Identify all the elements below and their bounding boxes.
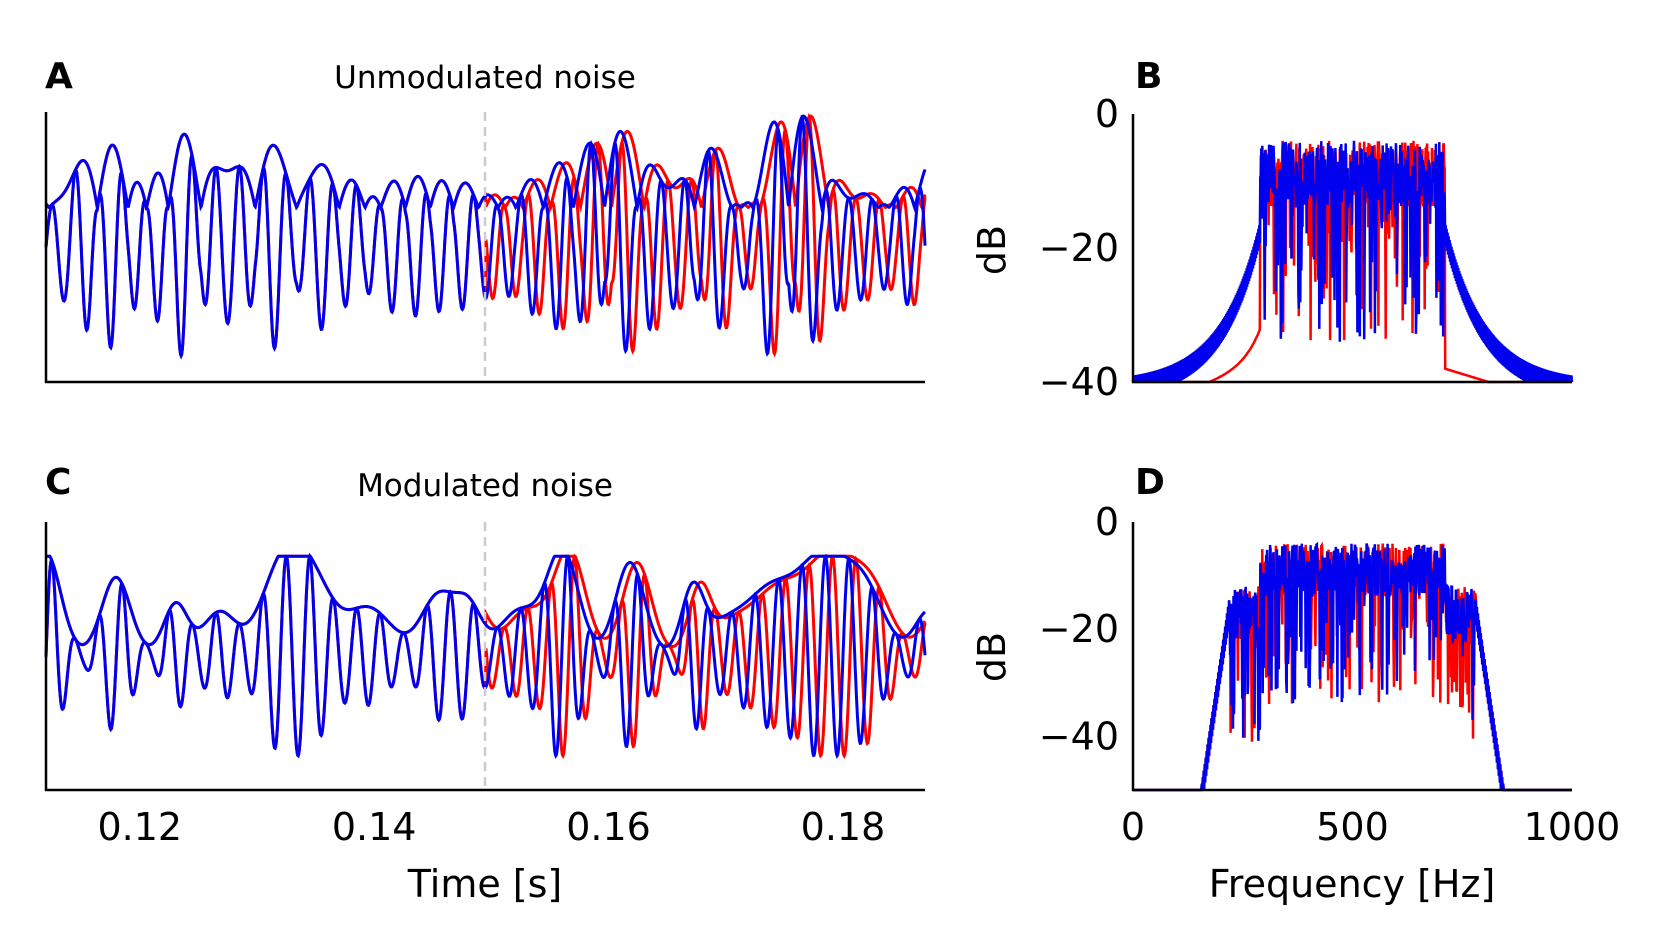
plot-area-b <box>1131 140 1574 384</box>
panel-letter-c: C <box>45 462 71 503</box>
x-tick-label: 1000 <box>1524 805 1621 849</box>
panel-title-a: Unmodulated noise <box>334 60 636 96</box>
y-tick-label: −40 <box>1039 360 1119 404</box>
x-axis-label-c: Time [s] <box>407 862 563 906</box>
x-axis-label-d: Frequency [Hz] <box>1209 862 1496 906</box>
panel-letter-a: A <box>45 56 73 97</box>
x-ticks-c: 0.12 0.14 0.16 0.18 <box>97 805 885 849</box>
panel-d: D dB 0 −20 −40 0 500 1000 Frequency [Hz] <box>970 462 1620 906</box>
panel-letter-b: B <box>1135 56 1162 97</box>
x-tick-label: 0.18 <box>801 805 886 849</box>
y-tick-label: −40 <box>1039 714 1119 758</box>
y-tick-label: −20 <box>1039 607 1119 651</box>
x-tick-label: 0.16 <box>566 805 651 849</box>
y-tick-label: 0 <box>1095 92 1119 136</box>
plot-area-d <box>1133 541 1572 792</box>
y-tick-label: 0 <box>1095 500 1119 544</box>
panel-a: A Unmodulated noise <box>44 56 927 384</box>
envelope-blue-c <box>46 554 926 648</box>
panel-c: C Modulated noise 0.12 0.14 0.16 0.18 Time … <box>44 462 927 906</box>
y-axis-label-d: dB <box>970 632 1014 682</box>
panel-letter-d: D <box>1135 462 1165 503</box>
ticks-d: 0 −20 −40 0 500 1000 <box>1039 500 1621 849</box>
y-tick-label: −20 <box>1039 226 1119 270</box>
spectrum-blue-d <box>1133 541 1572 792</box>
x-tick-label: 0.14 <box>332 805 417 849</box>
y-ticks-b: 0 −20 −40 <box>1039 92 1119 404</box>
spectrum-blue-b <box>1131 140 1574 383</box>
panel-title-c: Modulated noise <box>357 468 613 504</box>
x-tick-label: 0 <box>1121 805 1145 849</box>
x-tick-label: 500 <box>1316 805 1389 849</box>
panel-b: B dB 0 −20 −40 <box>970 56 1574 404</box>
y-axis-label-b: dB <box>970 225 1014 275</box>
x-tick-label: 0.12 <box>97 805 182 849</box>
